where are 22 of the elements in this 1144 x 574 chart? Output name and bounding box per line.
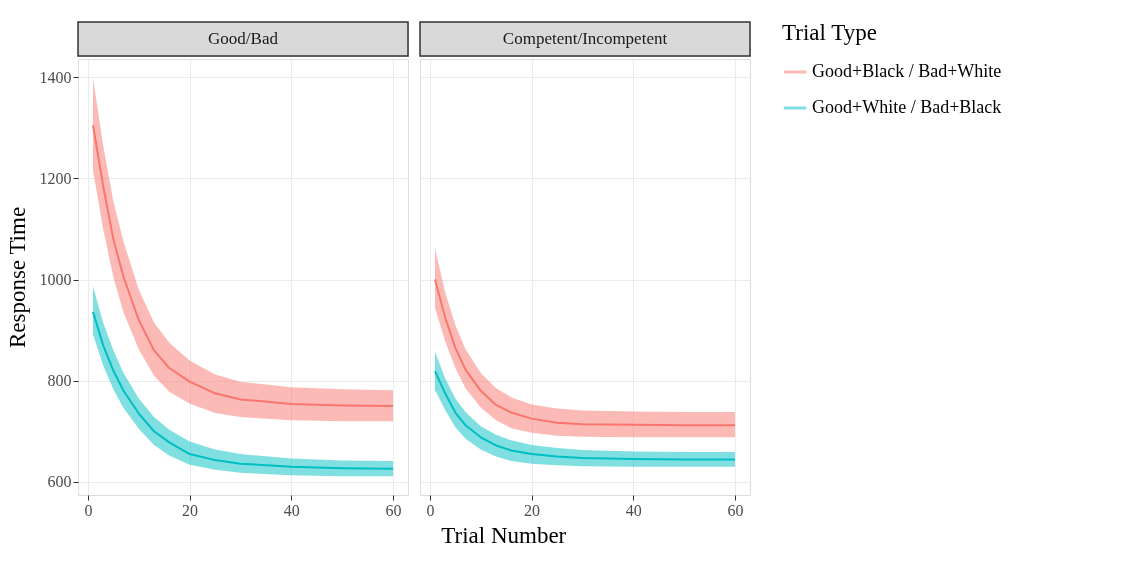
x-tick-label: 40 bbox=[283, 501, 300, 519]
x-tick-label: 20 bbox=[524, 501, 541, 519]
y-tick-label: 600 bbox=[47, 473, 72, 491]
chart-title: Good/Bad bbox=[208, 29, 279, 48]
legend-title: Trial Type bbox=[782, 20, 877, 45]
x-tick-label: 20 bbox=[182, 501, 199, 519]
y-tick-label: 800 bbox=[47, 372, 72, 390]
y-tick-label: 1400 bbox=[39, 68, 72, 86]
x-axis-title: Trial Number bbox=[441, 522, 567, 548]
x-tick-label: 0 bbox=[84, 501, 93, 519]
legend-label: Good+White / Bad+Black bbox=[812, 97, 1002, 117]
y-axis-title: Response Time bbox=[4, 206, 30, 349]
x-tick-label: 60 bbox=[385, 501, 402, 519]
legend-label: Good+Black / Bad+White bbox=[812, 61, 1002, 81]
x-tick-label: 40 bbox=[625, 501, 642, 519]
y-tick-label: 1200 bbox=[39, 169, 72, 187]
line-series bbox=[92, 310, 394, 470]
line-series bbox=[92, 124, 394, 407]
chart-title: Competent/Incompetent bbox=[502, 29, 668, 48]
x-tick-label: 0 bbox=[426, 501, 435, 519]
x-tick-label: 60 bbox=[727, 501, 744, 519]
y-tick-label: 1000 bbox=[39, 271, 72, 289]
